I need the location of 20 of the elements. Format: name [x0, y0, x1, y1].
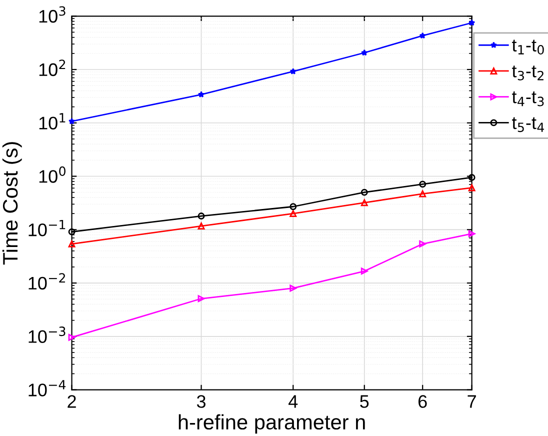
- x-tick-label: 2: [68, 395, 76, 408]
- y-axis-title: Time Cost (s): [2, 142, 22, 265]
- x-axis-title: h-refine parameter n: [178, 414, 365, 434]
- x-tick-label: 4: [288, 395, 298, 408]
- y-tick-label: 10$^{−3}$: [28, 326, 66, 343]
- x-tick-label: 5: [360, 395, 369, 408]
- y-tick-label: 10$^{−1}$: [28, 220, 66, 236]
- legend-label: t$_{1}$-t$_{0}$: [512, 40, 544, 55]
- y-tick-label: 10$^{−2}$: [28, 273, 66, 290]
- x-tick-label: 6: [418, 395, 427, 408]
- legend-label: t$_{5}$-t$_{4}$: [512, 117, 544, 132]
- legend-label: t$_{3}$-t$_{2}$: [512, 66, 544, 80]
- y-tick-label: 10$^{2}$: [39, 60, 66, 76]
- y-tick-label: 10$^{0}$: [39, 166, 66, 183]
- y-tick-label: 10$^{−4}$: [28, 380, 66, 396]
- legend-label: t$_{4}$-t$_{3}$: [512, 91, 544, 106]
- x-tick-label: 3: [196, 395, 206, 408]
- x-tick-label: 7: [468, 395, 476, 408]
- y-tick-label: 10$^{3}$: [39, 6, 66, 23]
- y-tick-label: 10$^{1}$: [39, 113, 66, 130]
